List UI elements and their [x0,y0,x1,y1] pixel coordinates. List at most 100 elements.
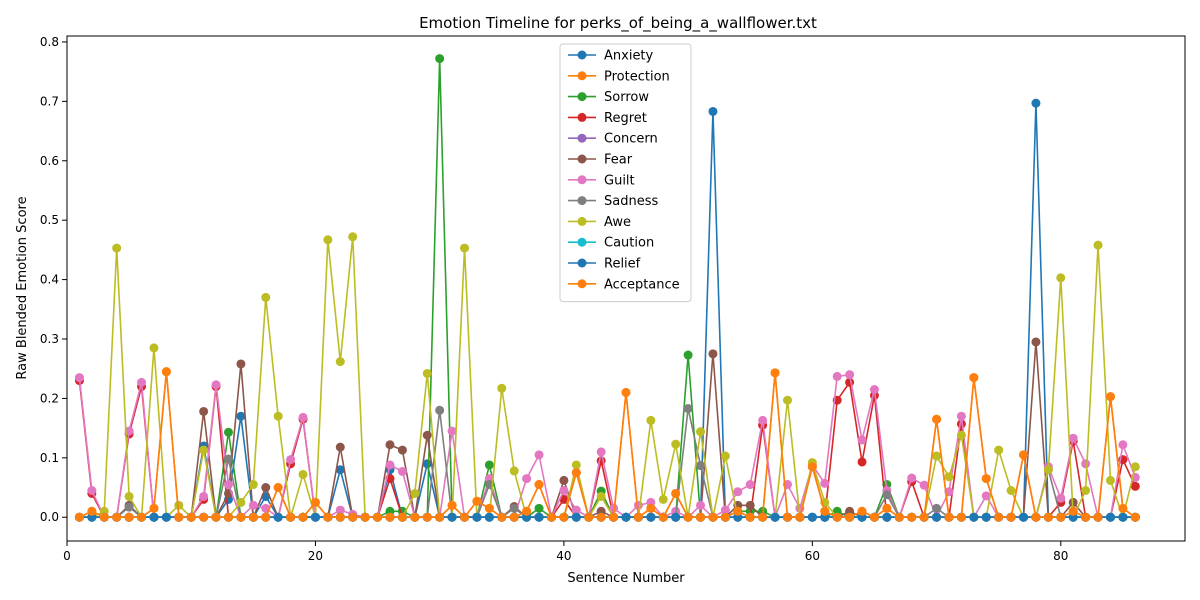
y-tick-label: 0.4 [40,273,59,287]
data-point [522,506,532,516]
data-point [832,371,842,381]
data-point [845,512,855,522]
data-point [484,503,494,513]
data-point [223,480,233,490]
data-point [137,512,147,522]
data-point [559,486,569,495]
legend-marker [577,196,587,206]
legend-marker [577,133,587,143]
data-point [696,427,706,437]
legend-box [559,43,692,303]
data-point [969,373,979,383]
data-point [745,500,755,510]
data-point [1081,459,1091,469]
data-point [385,512,395,522]
chart-title: Emotion Timeline for perks_of_being_a_wa… [419,14,817,33]
legend-marker [577,71,587,81]
data-point [696,512,706,522]
data-point [460,512,470,522]
data-point [509,503,519,513]
data-point [99,512,109,522]
data-point [497,512,507,522]
data-point [845,377,855,387]
legend-item: Concern [568,132,658,147]
data-point [696,461,706,471]
data-point [385,460,395,470]
data-point [621,387,631,397]
data-point [74,512,84,522]
legend-item: Guilt [568,173,635,188]
data-point [286,512,296,522]
data-point [199,512,209,522]
data-point [981,491,991,501]
data-point [161,367,171,377]
data-point [174,500,184,510]
data-point [708,349,718,359]
data-point [720,505,730,515]
legend-marker [577,154,587,164]
legend-marker [577,258,587,268]
legend: Anxiety Protection Sorrow Regret Concern Fear… [559,43,692,303]
data-point [410,488,420,498]
data-point [932,503,942,513]
data-point [124,491,134,501]
data-point [683,512,693,522]
data-point [1006,486,1016,495]
x-axis: 0 20 40 60 80 [63,541,1068,563]
legend-marker [577,175,587,185]
data-point [112,512,122,522]
data-point [559,475,569,485]
data-point [733,487,743,497]
data-point [223,512,233,522]
data-point [112,243,122,253]
data-point [435,512,445,522]
data-point [869,512,879,522]
data-point [820,506,830,516]
data-point [422,368,432,378]
data-point [633,500,643,510]
data-point [373,512,383,522]
legend-item: Relief [568,257,641,272]
data-point [422,430,432,440]
data-point [981,512,991,522]
data-point [994,512,1004,522]
data-point [1081,512,1091,522]
data-point [484,460,494,470]
data-point [671,439,681,449]
data-point [397,445,407,455]
x-tick-label: 80 [1053,549,1068,563]
legend-item: Sorrow [568,90,649,105]
data-point [795,512,805,522]
data-point [199,445,209,455]
data-point [174,512,184,522]
legend-marker [577,92,587,102]
legend-label: Regret [604,111,647,126]
data-point [969,512,979,522]
data-point [124,502,134,512]
data-point [447,500,457,510]
legend-item: Regret [568,111,647,126]
data-point [248,480,258,490]
legend-label: Acceptance [604,277,680,292]
data-point [770,368,780,378]
data-point [261,292,271,302]
data-point [87,506,97,516]
data-point [236,411,246,421]
data-point [571,468,581,478]
data-point [1006,512,1016,522]
data-point [720,451,730,461]
data-point [882,512,892,522]
data-point [1056,493,1066,503]
data-point [932,451,942,461]
y-tick-label: 0.1 [40,451,59,465]
data-point [149,503,159,513]
legend-marker [577,112,587,122]
data-point [273,411,283,421]
plot-area [74,54,1140,522]
data-point [609,503,619,513]
data-point [1118,512,1128,522]
data-point [671,488,681,498]
data-point [186,512,196,522]
y-tick-label: 0.5 [40,213,59,227]
